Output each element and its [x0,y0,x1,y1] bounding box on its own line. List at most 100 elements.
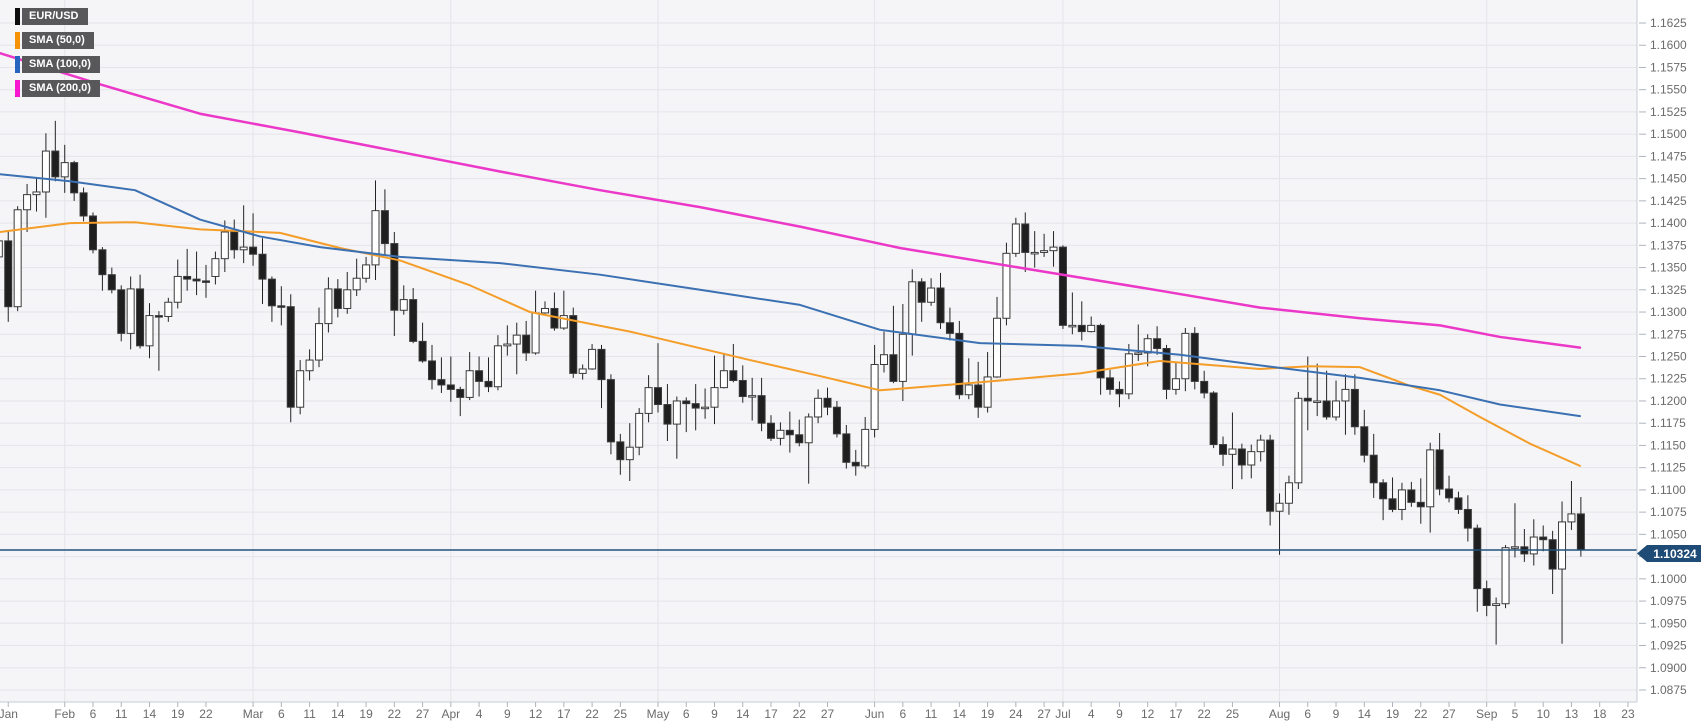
candle [60,144,69,193]
candle [1539,525,1548,552]
candle [1237,443,1246,480]
candle [616,433,625,475]
x-axis-label: 27 [416,707,430,721]
chart-legend: EUR/USD SMA (50,0) SMA (100,0) SMA (200,0) [15,8,100,104]
candle [861,416,870,469]
y-axis-label: 1.1325 [1650,283,1687,297]
candle [258,238,267,305]
candle [117,285,126,342]
candle [1256,434,1265,462]
x-axis-label: 23 [1621,707,1635,721]
candle [79,187,88,222]
x-axis-label: 11 [115,707,128,721]
y-axis-label: 1.1500 [1650,127,1687,141]
candle [945,307,954,341]
candle [305,349,314,381]
candle [1548,530,1557,594]
x-axis-label: 25 [1226,707,1240,721]
candle [578,364,587,380]
x-axis-label: 6 [278,707,285,721]
x-axis-label: 27 [1442,707,1456,721]
candle [767,415,776,441]
candle [1011,217,1020,257]
x-axis-label: 6 [900,707,907,721]
candle [1275,493,1284,555]
candle [437,357,446,393]
candle [475,356,484,397]
x-axis-label: 22 [1198,707,1212,721]
candlestick-series [0,120,1585,645]
sma-100-color-swatch [15,56,20,73]
candle [230,219,239,259]
candle [0,240,3,258]
x-axis-label: 22 [388,707,402,721]
candle [4,230,13,322]
y-axis-label: 1.0950 [1650,616,1687,630]
candle [1266,434,1275,526]
candle [1115,381,1124,408]
y-axis-label: 1.1375 [1650,238,1687,252]
candle [1219,436,1228,466]
candle [1068,292,1077,335]
candle [1426,442,1435,533]
candle [710,355,719,425]
candle [588,344,597,370]
candle [362,256,371,283]
candle [352,258,361,297]
x-axis-label: 22 [793,707,807,721]
candle [503,325,512,356]
candle [1040,233,1049,257]
legend-item-sma-100: SMA (100,0) [15,56,100,73]
candle [832,400,841,438]
candle [1106,369,1115,395]
y-axis-label: 1.1200 [1650,394,1687,408]
y-axis-label: 1.1550 [1650,83,1687,97]
candle [164,297,173,322]
legend-label: SMA (50,0) [22,32,94,49]
candle [107,267,116,294]
candle [98,247,107,291]
candle [1294,392,1303,490]
y-axis-label: 1.1600 [1650,38,1687,52]
y-axis: 1.1625 1.1600 1.1575 1.1550 1.1525 1.1500 1.14… [1639,16,1687,697]
candle [804,413,813,484]
candle [1501,545,1510,609]
candle [1445,475,1454,503]
candle [70,160,79,201]
candle [964,358,973,400]
candle [917,278,926,322]
x-axis-label: 4 [476,707,483,721]
candle [427,344,436,390]
x-axis-label: 11 [303,707,316,721]
candle [625,423,634,482]
x-axis-label: 17 [764,707,778,721]
candle [1379,479,1388,521]
candle [880,331,889,373]
x-axis-label: Mar [243,707,264,721]
candle [559,290,568,330]
candle [1473,524,1482,612]
candle [173,259,182,309]
candle [51,120,60,182]
candle [993,296,1002,378]
candle [1247,444,1256,479]
candle [1058,245,1067,329]
candle [1134,324,1143,361]
x-axis-label: 19 [1386,707,1400,721]
x-axis-label: 9 [711,707,718,721]
candle [974,361,983,418]
x-axis-label: 13 [1565,707,1579,721]
legend-label: SMA (100,0) [22,56,100,73]
candle [249,213,258,266]
x-axis-label: 19 [981,707,995,721]
y-axis-label: 1.1350 [1650,261,1687,275]
x-axis-label: 24 [1009,707,1023,721]
candle [927,278,936,306]
candle [1510,503,1519,558]
candle [220,220,229,273]
sma-line-200 [0,51,1582,349]
candle [512,322,521,375]
candle [851,449,860,476]
x-axis-label: 25 [614,707,628,721]
